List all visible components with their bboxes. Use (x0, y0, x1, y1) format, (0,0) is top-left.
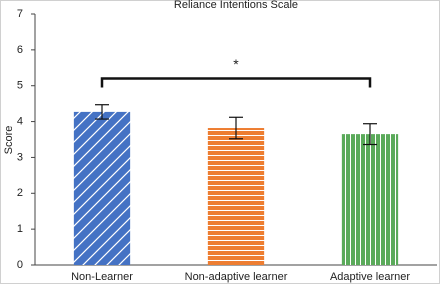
bar (207, 128, 265, 265)
y-tick-label: 3 (17, 151, 23, 163)
chart-title: Reliance Intentions Scale (174, 0, 298, 11)
x-tick-label: Non-adaptive learner (185, 271, 288, 283)
y-axis-label: Score (3, 126, 15, 155)
y-tick-label: 6 (17, 44, 23, 56)
error-bar (95, 104, 109, 120)
y-tick-label: 1 (17, 223, 23, 235)
y-tick-label: 2 (17, 187, 23, 199)
x-tick-label: Non-Learner (71, 271, 133, 283)
significance-label: * (233, 56, 239, 72)
error-bar (363, 123, 377, 146)
y-tick-label: 7 (17, 8, 23, 20)
y-tick-label: 5 (17, 80, 23, 92)
bar (341, 134, 399, 265)
y-tick-label: 4 (17, 115, 23, 127)
y-tick-label: 0 (17, 259, 23, 271)
significance-bracket (100, 77, 372, 88)
x-tick-label: Adaptive learner (330, 271, 410, 283)
bar (73, 111, 131, 265)
error-bar (229, 116, 243, 140)
